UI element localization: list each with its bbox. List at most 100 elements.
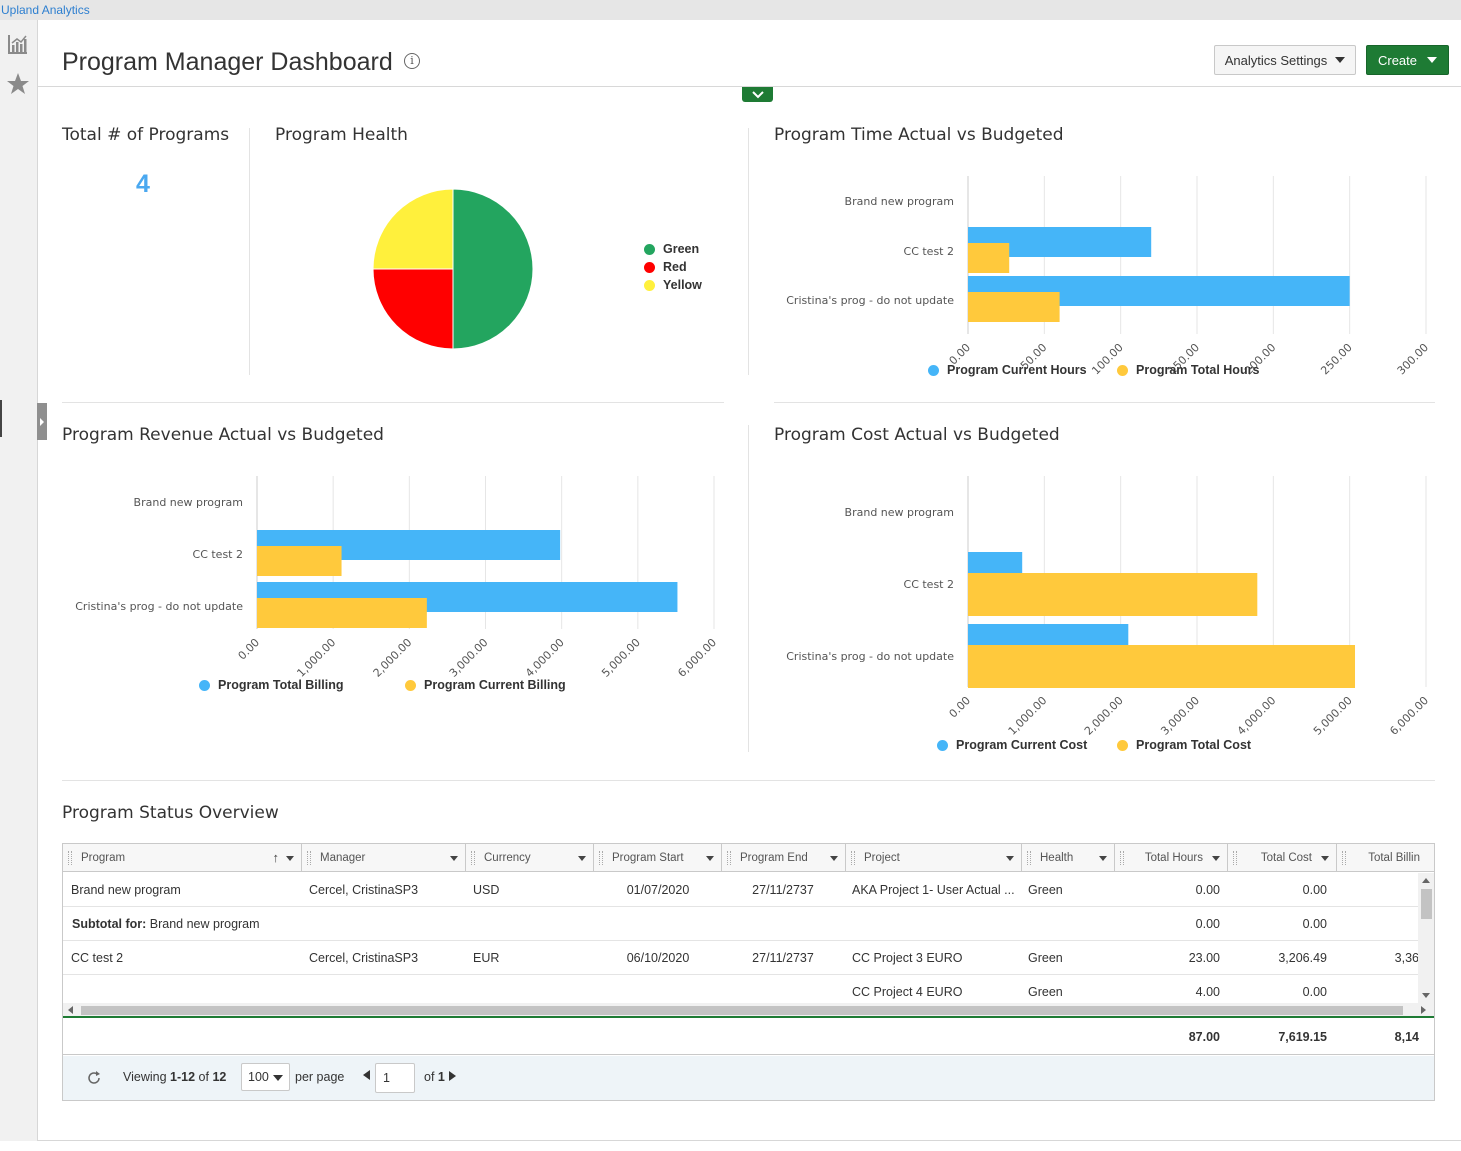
bar-program-current-cost[interactable] [968,624,1129,646]
drag-handle-icon[interactable] [1120,851,1124,865]
per-page-select[interactable]: 100 [241,1063,290,1091]
analytics-icon[interactable] [6,32,30,56]
info-icon[interactable]: i [404,53,420,69]
drag-handle-icon[interactable] [68,851,72,865]
next-page-icon[interactable] [449,1071,456,1081]
column-menu-icon[interactable] [1006,856,1014,861]
pie-slice-yellow[interactable] [372,188,454,270]
y-category-label: CC test 2 [904,245,954,258]
legend-item[interactable]: Program Total Billing [199,678,343,692]
scroll-left-icon[interactable] [68,1006,73,1014]
app-brand[interactable]: Upland Analytics [1,3,90,17]
column-header[interactable]: Total Billin [1337,844,1434,872]
drag-handle-icon[interactable] [851,851,855,865]
pie-slice-green[interactable] [452,188,534,350]
drag-handle-icon[interactable] [599,851,603,865]
cell-hours: 0.00 [1195,917,1220,931]
subtotal-prefix: Subtotal for: [72,917,147,931]
create-button[interactable]: Create [1366,45,1449,75]
scroll-thumb[interactable] [81,1006,1403,1015]
scroll-up-icon[interactable] [1422,878,1430,883]
x-tick-label: 250.00 [1318,341,1354,377]
cell-cost: 3,206.49 [1278,951,1327,965]
sort-ascending-icon[interactable]: ↑ [272,850,280,865]
rail-expand-tab[interactable] [37,403,47,440]
column-header[interactable]: Manager [302,844,466,872]
collapse-header-button[interactable] [742,87,773,102]
page-number-input[interactable]: 1 [375,1063,415,1093]
bar-program-total-hours[interactable] [968,243,1010,273]
column-header[interactable]: Program ↑ [63,844,302,872]
legend-item-red[interactable]: Red [644,260,687,274]
subtotal-label: Subtotal for: Brand new program [72,907,472,941]
per-page-label: per page [295,1070,345,1084]
horizontal-scrollbar[interactable] [63,1003,1434,1018]
cell-hours: 4.00 [1195,985,1220,999]
column-menu-icon[interactable] [830,856,838,861]
table-row[interactable]: Brand new program Cercel, CristinaSP3 USD 0… [63,873,1418,907]
legend-item[interactable]: Program Current Cost [937,738,1087,752]
legend-item[interactable]: Program Current Hours [928,363,1087,377]
scroll-down-icon[interactable] [1422,993,1430,998]
column-menu-icon[interactable] [1321,856,1329,861]
scroll-right-icon[interactable] [1421,1006,1426,1014]
cell-program: CC test 2 [71,951,124,965]
column-menu-icon[interactable] [1099,856,1107,861]
kpi-value[interactable]: 4 [136,170,150,198]
column-header[interactable]: Total Cost [1228,844,1337,872]
drag-handle-icon[interactable] [1342,851,1346,865]
previous-page-icon[interactable] [363,1070,370,1080]
pie-slice-red[interactable] [372,268,454,350]
chevron-down-icon [1335,57,1346,63]
legend-item[interactable]: Program Total Cost [1117,738,1251,752]
column-menu-icon[interactable] [1212,856,1220,861]
bar-program-total-cost[interactable] [968,573,1258,616]
legend-item-green[interactable]: Green [644,242,699,256]
page-of-text: of 1 [424,1070,445,1084]
bar-program-current-billing[interactable] [257,546,342,576]
table-row[interactable]: CC Project 4 EURO Green 4.00 0.00 [63,975,1418,1003]
column-label: Project [864,852,900,864]
legend-item[interactable]: Program Current Billing [405,678,566,692]
drag-handle-icon[interactable] [471,851,475,865]
grid-pager: Viewing 1-12 of 12 100 per page 1 of 1 [63,1056,1434,1100]
column-header[interactable]: Project [846,844,1022,872]
vertical-scrollbar[interactable] [1418,873,1434,1003]
y-category-label: Brand new program [845,506,954,519]
star-icon[interactable] [6,72,30,96]
drag-handle-icon[interactable] [1233,851,1237,865]
create-label: Create [1377,52,1418,68]
bar-program-total-hours[interactable] [968,292,1060,322]
refresh-icon[interactable] [85,1069,103,1087]
y-category-label: Cristina's prog - do not update [786,294,954,307]
bar-program-current-billing[interactable] [257,598,427,628]
rail-active-marker [0,400,2,437]
bar-program-current-cost[interactable] [968,552,1023,574]
bar-program-total-cost[interactable] [968,645,1356,688]
cell-cost: 0.00 [1302,883,1327,897]
subtotal-row[interactable]: Subtotal for: Brand new program 0.00 0.00 [63,907,1418,941]
column-header[interactable]: Total Hours [1115,844,1228,872]
drag-handle-icon[interactable] [1027,851,1031,865]
scroll-thumb[interactable] [1421,889,1432,919]
top-bar: Upland Analytics [0,0,1461,20]
drag-handle-icon[interactable] [307,851,311,865]
column-header[interactable]: Health [1022,844,1115,872]
column-menu-icon[interactable] [286,856,294,861]
legend-item-yellow[interactable]: Yellow [644,278,702,292]
column-header[interactable]: Currency [466,844,594,872]
viewing-range: 1-12 [170,1070,196,1084]
table-row[interactable]: CC test 2 Cercel, CristinaSP3 EUR 06/10/202… [63,941,1418,975]
column-menu-icon[interactable] [578,856,586,861]
total-billing: 8,14 [1394,1030,1419,1044]
drag-handle-icon[interactable] [727,851,731,865]
legend-label: Program Total Billing [218,678,344,692]
legend-item[interactable]: Program Total Hours [1117,363,1259,377]
column-header[interactable]: Program End [722,844,846,872]
cell-hours: 23.00 [1188,951,1220,965]
cell-end: 27/11/2737 [752,883,814,897]
column-menu-icon[interactable] [450,856,458,861]
column-header[interactable]: Program Start [594,844,722,872]
column-menu-icon[interactable] [706,856,714,861]
analytics-settings-button[interactable]: Analytics Settings [1214,45,1356,75]
